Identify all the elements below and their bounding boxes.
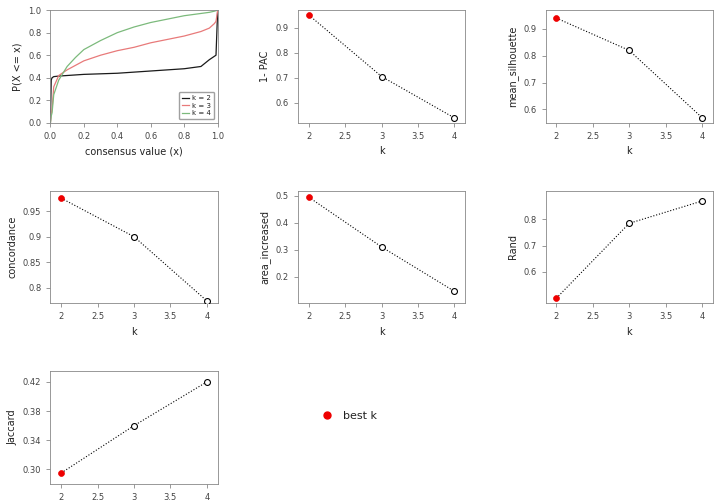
Point	[449, 114, 460, 122]
k = 3	[48, 106, 56, 112]
Point	[376, 243, 387, 251]
Point	[201, 378, 212, 386]
k = 2	[113, 70, 122, 76]
Point	[551, 294, 562, 302]
X-axis label: k: k	[131, 327, 137, 337]
k = 3	[212, 18, 220, 24]
k = 3	[79, 58, 88, 64]
k = 2	[212, 52, 220, 58]
Point	[303, 193, 315, 201]
k = 2	[79, 72, 88, 78]
Y-axis label: 1- PAC: 1- PAC	[260, 51, 270, 82]
k = 2	[71, 72, 80, 78]
k = 2	[55, 73, 63, 79]
k = 2	[163, 67, 172, 73]
k = 4	[210, 8, 219, 14]
X-axis label: k: k	[379, 147, 384, 156]
k = 4	[197, 11, 205, 17]
Y-axis label: concordance: concordance	[7, 216, 17, 278]
Line: k = 2: k = 2	[50, 10, 217, 123]
k = 2	[47, 77, 55, 83]
Point	[696, 197, 708, 205]
k = 2	[180, 66, 189, 72]
k = 3	[50, 84, 58, 90]
Point	[201, 297, 212, 305]
k = 2	[63, 73, 71, 79]
k = 3	[63, 67, 71, 73]
k = 3	[163, 36, 172, 42]
k = 2	[205, 56, 214, 62]
Y-axis label: area_increased: area_increased	[259, 210, 270, 284]
Y-axis label: Rand: Rand	[508, 234, 518, 260]
Point	[449, 287, 460, 295]
Line: k = 4: k = 4	[50, 10, 217, 123]
k = 4	[50, 92, 58, 98]
k = 2	[146, 68, 155, 74]
Line: k = 3: k = 3	[50, 10, 217, 123]
Point	[696, 113, 708, 121]
Point	[128, 233, 140, 241]
k = 2	[96, 71, 105, 77]
Point	[303, 11, 315, 19]
k = 4	[212, 8, 220, 14]
X-axis label: k: k	[626, 147, 632, 156]
k = 4	[48, 110, 56, 116]
Legend: best k: best k	[312, 407, 382, 425]
k = 4	[71, 54, 80, 60]
Point	[55, 194, 67, 202]
X-axis label: consensus value (x): consensus value (x)	[85, 147, 183, 156]
k = 4	[96, 37, 105, 43]
k = 3	[180, 33, 189, 39]
k = 4	[63, 64, 71, 70]
k = 3	[47, 111, 55, 117]
k = 4	[47, 113, 55, 119]
k = 2	[50, 74, 58, 80]
k = 4	[213, 7, 222, 13]
k = 3	[55, 73, 63, 79]
Point	[551, 14, 562, 22]
k = 2	[130, 69, 138, 75]
Point	[624, 219, 635, 227]
k = 2	[197, 64, 205, 70]
k = 2	[48, 75, 56, 81]
k = 4	[55, 77, 63, 83]
X-axis label: k: k	[626, 327, 632, 337]
Legend: k = 2, k = 3, k = 4: k = 2, k = 3, k = 4	[179, 92, 215, 119]
k = 4	[46, 120, 55, 126]
k = 4	[180, 13, 189, 19]
k = 4	[205, 9, 214, 15]
Point	[376, 73, 387, 81]
k = 3	[46, 120, 55, 126]
k = 3	[96, 52, 105, 58]
k = 3	[197, 29, 205, 35]
k = 4	[113, 30, 122, 36]
k = 4	[130, 24, 138, 30]
Point	[624, 46, 635, 54]
k = 2	[210, 53, 219, 59]
X-axis label: k: k	[379, 327, 384, 337]
k = 3	[113, 48, 122, 54]
Point	[128, 421, 140, 429]
k = 3	[146, 40, 155, 46]
k = 4	[79, 46, 88, 52]
Y-axis label: mean_silhouette: mean_silhouette	[507, 26, 518, 107]
k = 3	[213, 7, 222, 13]
k = 3	[71, 62, 80, 69]
k = 3	[205, 25, 214, 31]
k = 2	[46, 120, 55, 126]
Y-axis label: P(X <= x): P(X <= x)	[12, 42, 22, 91]
k = 3	[210, 21, 219, 27]
k = 4	[146, 20, 155, 26]
Y-axis label: Jaccard: Jaccard	[7, 410, 17, 445]
k = 4	[163, 16, 172, 22]
Point	[55, 469, 67, 477]
k = 2	[213, 7, 222, 13]
k = 3	[130, 44, 138, 50]
